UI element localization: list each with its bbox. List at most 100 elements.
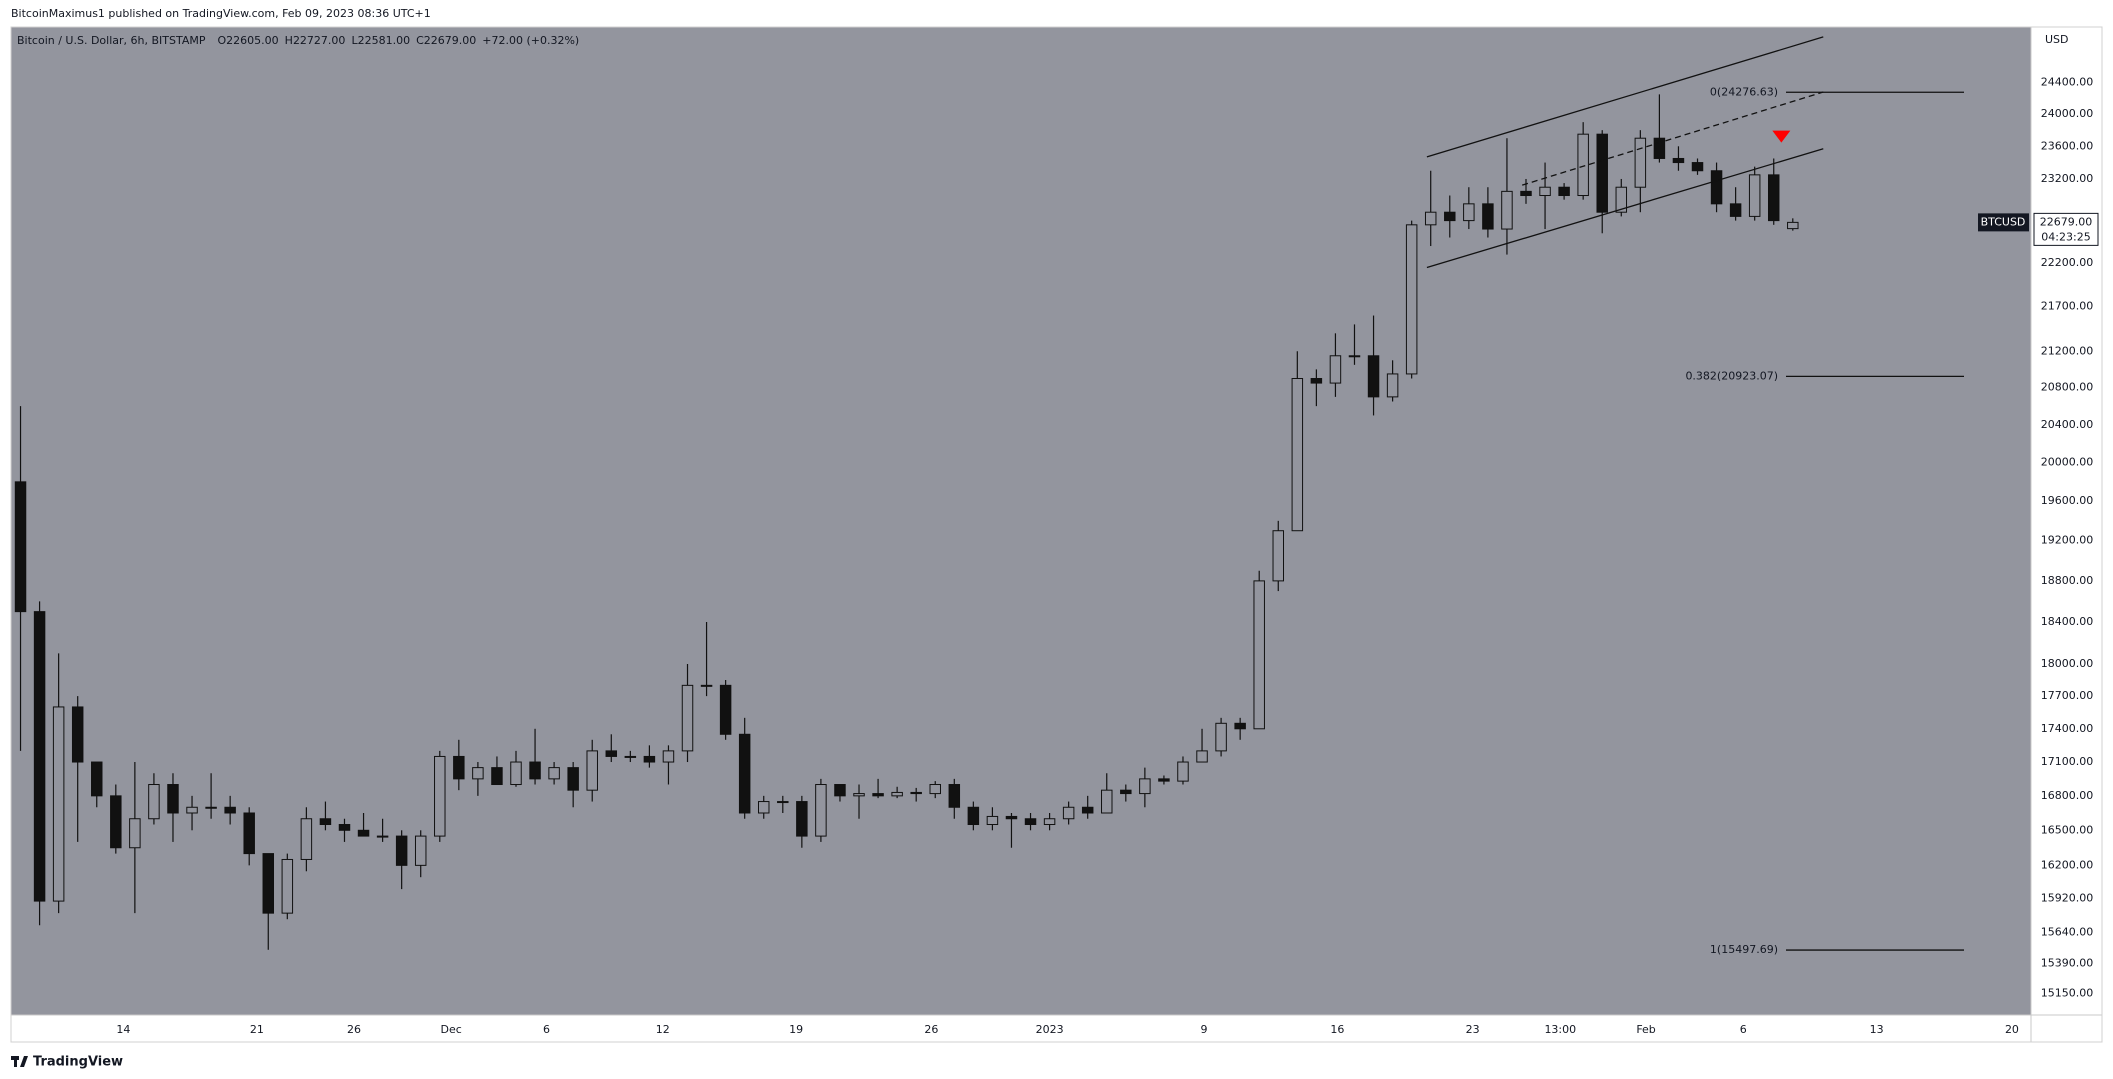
x-tick-label: 14: [116, 1023, 130, 1036]
candle-body: [357, 829, 370, 837]
candle-body: [110, 795, 122, 849]
candle-body: [14, 481, 27, 613]
candle-body: [510, 761, 522, 786]
y-tick-label: 15390.00: [2041, 956, 2094, 969]
y-tick-label: 18000.00: [2041, 657, 2094, 670]
trend-line: [1521, 91, 1824, 186]
candle-body: [186, 806, 198, 814]
candle-body: [1177, 761, 1189, 782]
fib-level-label: 0(24276.63): [1710, 85, 1778, 98]
candle-body: [262, 853, 275, 914]
candle-body: [624, 755, 637, 758]
candle-body: [472, 767, 484, 780]
candle-body: [948, 784, 961, 808]
candle-body: [910, 791, 922, 795]
x-tick-label: Feb: [1636, 1023, 1655, 1036]
symbol-tag: BTCUSD: [1981, 215, 2026, 228]
candle-body: [796, 801, 808, 837]
candle-body: [643, 755, 656, 763]
candle-body: [567, 767, 579, 791]
candle-body: [815, 784, 827, 837]
candle-body: [1101, 789, 1113, 814]
y-tick-label: 17400.00: [2041, 722, 2094, 735]
candle-body: [1329, 355, 1342, 384]
legend-value: 22679.00: [424, 34, 477, 47]
legend-value: 22727.00: [293, 34, 346, 47]
y-tick-label: 20400.00: [2041, 418, 2094, 431]
candle-body: [1386, 373, 1399, 398]
candle-body: [834, 784, 846, 797]
candle-body: [1729, 203, 1742, 217]
x-tick-label: 21: [250, 1023, 264, 1036]
candle-body: [224, 806, 236, 814]
candle-body: [453, 755, 465, 780]
candle-body: [1444, 211, 1456, 222]
candle-body: [205, 806, 217, 809]
candle-body: [872, 793, 884, 797]
candle-body: [243, 812, 255, 855]
candle-body: [1367, 355, 1380, 398]
candle-body: [1234, 722, 1246, 730]
candle-body: [1710, 170, 1723, 205]
trend-line: [1426, 36, 1824, 158]
candle-body: [491, 767, 503, 786]
legend-key: O: [217, 34, 226, 47]
candle-body: [1024, 818, 1037, 826]
y-tick-label: 15640.00: [2041, 926, 2094, 939]
candle-body: [1520, 190, 1532, 197]
candle-body: [777, 801, 789, 804]
x-tick-label: 13:00: [1544, 1023, 1576, 1036]
y-tick-label: 17700.00: [2041, 689, 2094, 702]
candle-body: [1672, 157, 1685, 164]
candle-body: [129, 818, 141, 849]
y-tick-label: 24400.00: [2041, 76, 2094, 89]
candle-body: [1253, 580, 1265, 730]
candle-body: [376, 835, 389, 838]
y-tick-label: 18800.00: [2041, 574, 2094, 587]
y-tick-label: 18400.00: [2041, 615, 2094, 628]
candle-body: [853, 793, 865, 797]
y-tick-label: 20800.00: [2041, 381, 2094, 394]
y-tick-label: 17100.00: [2041, 755, 2094, 768]
candle-body: [1634, 137, 1647, 188]
candle-body: [52, 706, 65, 902]
candle-body: [586, 750, 598, 791]
symbol-title: Bitcoin / U.S. Dollar, 6h, BITSTAMP: [17, 34, 206, 47]
candle-body: [319, 818, 332, 826]
candle-body: [1062, 806, 1075, 820]
candle-body: [967, 806, 980, 826]
candle-body: [986, 815, 999, 826]
footer-brand: TradingView: [33, 1055, 123, 1070]
x-tick-label: 16: [1330, 1023, 1344, 1036]
x-tick-label: 13: [1870, 1023, 1884, 1036]
candle-body: [33, 611, 46, 902]
candle-body: [1463, 203, 1475, 222]
candle-body: [1310, 378, 1323, 384]
candle-body: [1158, 778, 1170, 782]
candle-body: [1691, 162, 1704, 172]
x-tick-label: 19: [789, 1023, 803, 1036]
candle-body: [1272, 530, 1285, 582]
publish-note: BitcoinMaximus1 published on TradingView…: [11, 7, 431, 20]
candle-body: [1615, 186, 1628, 213]
candle-body: [681, 684, 694, 752]
y-tick-label: 19200.00: [2041, 534, 2094, 547]
legend-value: 22581.00: [358, 34, 411, 47]
candle-body: [1539, 186, 1551, 197]
candle-body: [1653, 137, 1666, 159]
candle-body: [605, 750, 618, 757]
x-tick-label: 12: [656, 1023, 670, 1036]
series-legend: Bitcoin / U.S. Dollar, 6h, BITSTAMP O2260…: [17, 34, 579, 47]
candle-body: [1767, 174, 1780, 222]
candle-body: [529, 761, 541, 780]
legend-key: C: [416, 34, 424, 47]
y-tick-label: 23600.00: [2041, 139, 2094, 152]
y-tick-label: 19600.00: [2041, 494, 2094, 507]
trend-line: [1426, 148, 1824, 269]
candle-body: [662, 750, 675, 763]
legend-change: +72.00 (+0.32%): [482, 34, 579, 47]
x-tick-label: 2023: [1036, 1023, 1064, 1036]
candle-body: [1558, 186, 1570, 197]
candle-body: [738, 733, 751, 814]
candle-body: [1005, 815, 1018, 820]
